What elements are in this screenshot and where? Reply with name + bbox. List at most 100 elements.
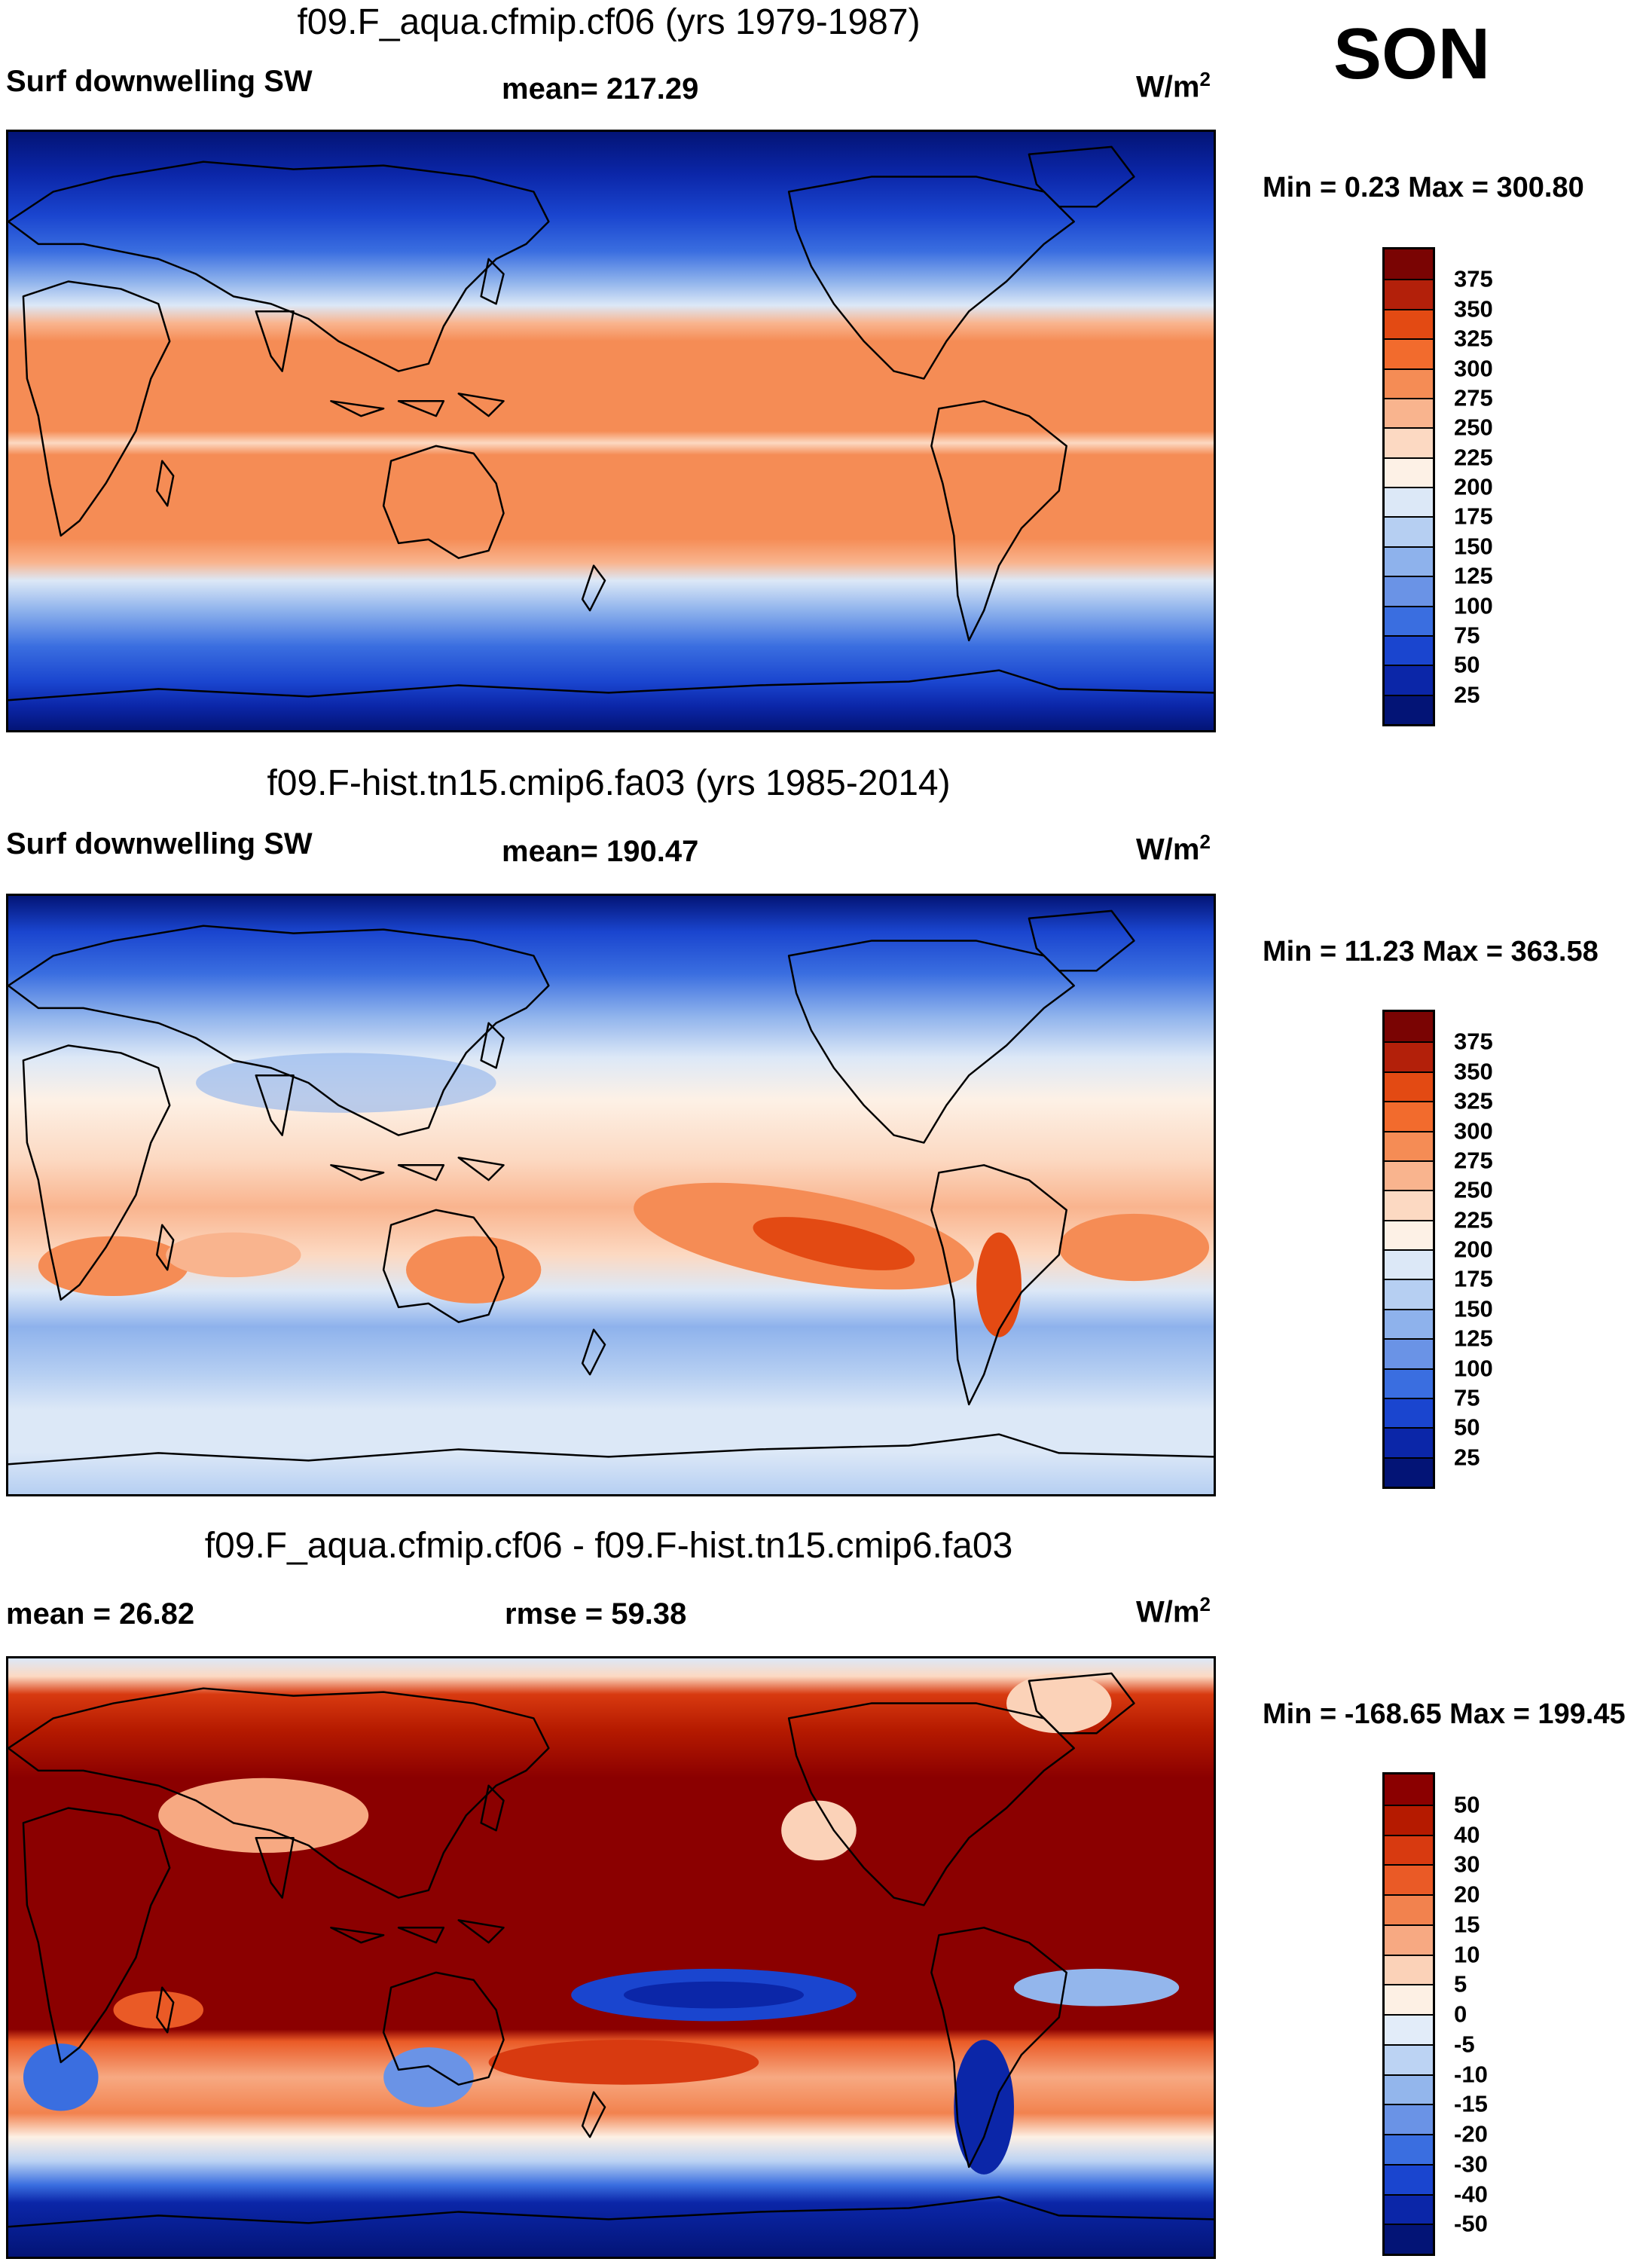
- colorbar-segment: [1385, 1368, 1433, 1398]
- colorbar-segment: [1385, 665, 1433, 695]
- colorbar-tick-label: 150: [1454, 1295, 1493, 1322]
- panel-3-title: f09.F_aqua.cfmip.cf06 - f09.F-hist.tn15.…: [204, 1526, 1013, 1566]
- colorbar-segment: [1385, 487, 1433, 517]
- panel-1-title: f09.F_aqua.cfmip.cf06 (yrs 1979-1987): [297, 2, 921, 42]
- colorbar-segment: [1385, 427, 1433, 457]
- colorbar-segment: [1385, 1338, 1433, 1368]
- colorbar-tick-label: -5: [1454, 2031, 1475, 2058]
- colorbar-tick-label: 200: [1454, 1236, 1493, 1263]
- colorbar-tick-label: -40: [1454, 2181, 1488, 2207]
- colorbar-tick-label: 75: [1454, 622, 1480, 649]
- panel-3-map: [6, 1656, 1216, 2259]
- colorbar-tick-label: 25: [1454, 681, 1480, 708]
- colorbar-segment: [1385, 368, 1433, 398]
- panel-1-units: W/m2: [1136, 68, 1211, 104]
- colorbar-tick-label: 25: [1454, 1444, 1480, 1471]
- panel-3-rmse-label: rmse = 59.38: [505, 1597, 687, 1631]
- season-label: SON: [1333, 14, 1491, 94]
- colorbar-segment: [1385, 1219, 1433, 1249]
- colorbar-tick-label: 375: [1454, 265, 1493, 292]
- colorbar-tick-label: 200: [1454, 473, 1493, 500]
- colorbar-tick-label: 325: [1454, 325, 1493, 352]
- colorbar-tick-label: 100: [1454, 1355, 1493, 1381]
- colorbar-tick-label: 325: [1454, 1087, 1493, 1114]
- colorbar-tick-label: 20: [1454, 1881, 1480, 1908]
- colorbar-tick-label: 10: [1454, 1941, 1480, 1967]
- colorbar-segment: [1385, 605, 1433, 635]
- colorbar-tick-label: 275: [1454, 384, 1493, 411]
- colorbar-segment: [1385, 2134, 1433, 2164]
- colorbar-segment: [1385, 1864, 1433, 1894]
- panel-1-map: [6, 130, 1216, 732]
- colorbar-segment: [1385, 1774, 1433, 1805]
- colorbar-segment: [1385, 1984, 1433, 2014]
- colorbar-segment: [1385, 1041, 1433, 1071]
- colorbar-segment: [1385, 2014, 1433, 2044]
- colorbar-segment: [1385, 2104, 1433, 2134]
- colorbar-tick-label: 50: [1454, 651, 1480, 678]
- panel-1-minmax: Min = 0.23 Max = 300.80: [1263, 172, 1584, 203]
- colorbar-tick-label: 30: [1454, 1851, 1480, 1878]
- colorbar-tick-label: 15: [1454, 1911, 1480, 1938]
- panel-2-mean-label: mean= 190.47: [502, 835, 699, 868]
- colorbar-segment: [1385, 2163, 1433, 2194]
- colorbar-segment: [1385, 634, 1433, 665]
- colorbar-segment: [1385, 249, 1433, 280]
- colorbar-tick-label: 250: [1454, 414, 1493, 441]
- colorbar-tick-label: -20: [1454, 2120, 1488, 2147]
- colorbar-tick-label: 50: [1454, 1414, 1480, 1441]
- colorbar-tick-label: 40: [1454, 1821, 1480, 1848]
- colorbar-segment: [1385, 457, 1433, 487]
- colorbar-segment: [1385, 397, 1433, 428]
- panel-1-mean-label: mean= 217.29: [502, 72, 699, 105]
- colorbar-tick-label: 125: [1454, 1325, 1493, 1352]
- panel-3-minmax: Min = -168.65 Max = 199.45: [1263, 1698, 1626, 1730]
- colorbar-segment: [1385, 2193, 1433, 2224]
- colorbar-segment: [1385, 1834, 1433, 1865]
- colorbar-tick-label: 75: [1454, 1384, 1480, 1411]
- colorbar-tick-label: -10: [1454, 2061, 1488, 2087]
- colorbar-segment: [1385, 2224, 1433, 2254]
- panel-3-mean-label: mean = 26.82: [6, 1597, 195, 1631]
- colorbar-segment: [1385, 1894, 1433, 1924]
- colorbar-segment: [1385, 1190, 1433, 1220]
- colorbar-tick-label: 250: [1454, 1176, 1493, 1203]
- panel-3-colorbar: [1382, 1772, 1435, 2256]
- colorbar-segment: [1385, 576, 1433, 606]
- colorbar-segment: [1385, 1427, 1433, 1457]
- colorbar-tick-label: -50: [1454, 2210, 1488, 2237]
- colorbar-segment: [1385, 516, 1433, 546]
- colorbar-segment: [1385, 2043, 1433, 2074]
- panel-2-units: W/m2: [1136, 830, 1211, 867]
- colorbar-tick-label: 175: [1454, 1265, 1493, 1292]
- colorbar-segment: [1385, 1308, 1433, 1339]
- colorbar-tick-label: 350: [1454, 1058, 1493, 1085]
- colorbar-segment: [1385, 546, 1433, 576]
- colorbar-segment: [1385, 1071, 1433, 1102]
- panel-2-title: f09.F-hist.tn15.cmip6.fa03 (yrs 1985-201…: [267, 763, 951, 803]
- colorbar-tick-label: 5: [1454, 1970, 1467, 1997]
- colorbar-tick-label: 300: [1454, 1117, 1493, 1144]
- colorbar-segment: [1385, 1249, 1433, 1279]
- colorbar-segment: [1385, 1397, 1433, 1428]
- panel-2-variable-label: Surf downwelling SW: [6, 827, 313, 860]
- panel-3-units: W/m2: [1136, 1593, 1211, 1629]
- colorbar-tick-label: 50: [1454, 1791, 1480, 1818]
- colorbar-tick-label: 225: [1454, 1206, 1493, 1233]
- colorbar-tick-label: 100: [1454, 592, 1493, 619]
- colorbar-tick-label: 300: [1454, 355, 1493, 381]
- colorbar-tick-label: 225: [1454, 444, 1493, 471]
- colorbar-tick-label: 150: [1454, 533, 1493, 560]
- colorbar-tick-label: -15: [1454, 2090, 1488, 2117]
- panel-2-map: [6, 894, 1216, 1496]
- colorbar-segment: [1385, 308, 1433, 339]
- colorbar-segment: [1385, 1101, 1433, 1131]
- colorbar-tick-label: 350: [1454, 295, 1493, 322]
- colorbar-segment: [1385, 1954, 1433, 1985]
- panel-1-variable-label: Surf downwelling SW: [6, 65, 313, 98]
- colorbar-segment: [1385, 1130, 1433, 1160]
- colorbar-segment: [1385, 1456, 1433, 1487]
- colorbar-tick-label: 175: [1454, 503, 1493, 530]
- colorbar-segment: [1385, 694, 1433, 724]
- colorbar-segment: [1385, 1160, 1433, 1191]
